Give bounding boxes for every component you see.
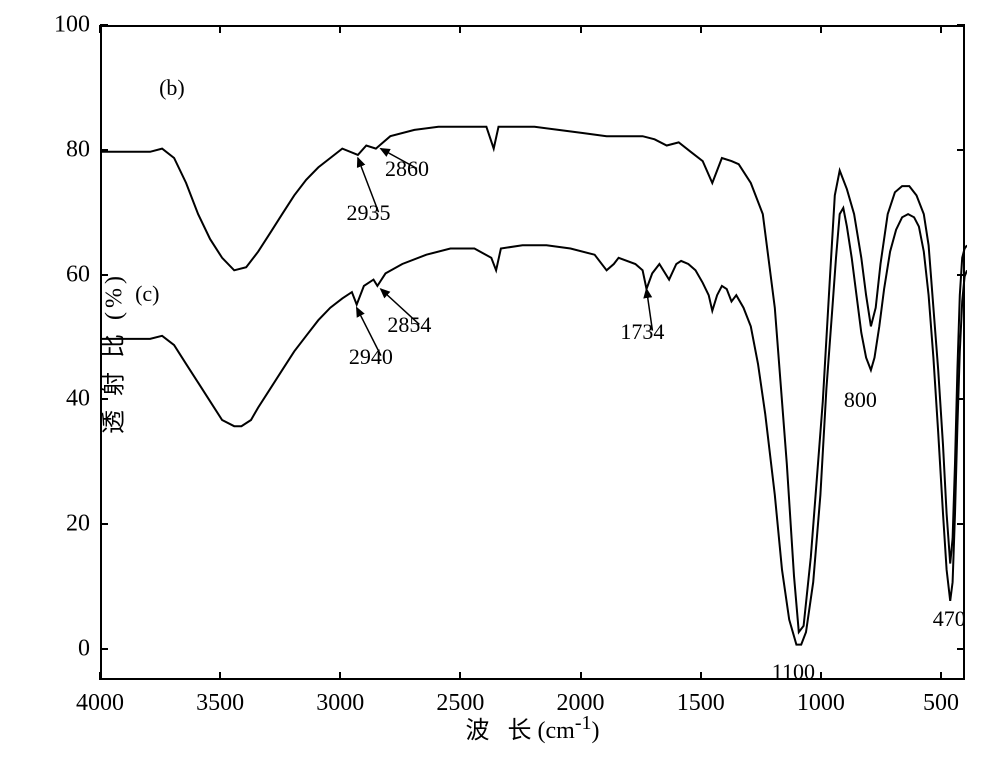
x-tick	[339, 672, 341, 680]
y-tick-right	[957, 398, 965, 400]
x-tick-top	[700, 25, 702, 33]
x-tick-top	[580, 25, 582, 33]
x-tick-top	[99, 25, 101, 33]
y-tick	[100, 398, 108, 400]
y-tick	[100, 648, 108, 650]
x-tick-top	[940, 25, 942, 33]
x-tick-label: 1500	[677, 690, 725, 717]
peak-annotation: 470	[933, 606, 966, 632]
x-tick	[820, 672, 822, 680]
y-tick-right	[957, 274, 965, 276]
y-tick	[100, 149, 108, 151]
y-tick-label: 60	[66, 261, 90, 288]
peak-annotation: 2940	[349, 344, 393, 370]
peak-annotation: 2860	[385, 156, 429, 182]
x-tick	[459, 672, 461, 680]
peak-annotation: 800	[844, 387, 877, 413]
x-tick	[580, 672, 582, 680]
x-tick	[700, 672, 702, 680]
y-tick-label: 20	[66, 511, 90, 538]
peak-annotation: 1100	[772, 659, 815, 685]
x-tick	[940, 672, 942, 680]
x-tick-label: 4000	[76, 690, 124, 717]
x-tick-label: 2000	[557, 690, 605, 717]
spectra-curves	[102, 27, 967, 682]
x-tick	[99, 672, 101, 680]
x-tick-top	[459, 25, 461, 33]
x-tick	[219, 672, 221, 680]
y-tick	[100, 523, 108, 525]
y-tick-right	[957, 149, 965, 151]
peak-annotation: 2935	[347, 200, 391, 226]
y-tick-right	[957, 24, 965, 26]
x-tick-label: 1000	[797, 690, 845, 717]
peak-annotation: 1734	[620, 319, 664, 345]
x-tick-label: 3000	[316, 690, 364, 717]
y-tick-label: 0	[78, 635, 90, 662]
peak-annotation: (b)	[159, 75, 185, 101]
x-tick-top	[820, 25, 822, 33]
x-tick-label: 3500	[196, 690, 244, 717]
y-tick-label: 80	[66, 136, 90, 163]
x-tick-label: 2500	[436, 690, 484, 717]
y-tick-label: 40	[66, 386, 90, 413]
x-tick-top	[339, 25, 341, 33]
plot-area	[100, 25, 965, 680]
x-tick-top	[219, 25, 221, 33]
x-tick-label: 500	[923, 690, 959, 717]
y-tick	[100, 274, 108, 276]
peak-annotation: 2854	[387, 312, 431, 338]
y-tick-right	[957, 648, 965, 650]
ftir-chart: 透 射 比 (%) 波 长(cm-1) 02040608010040003500…	[100, 25, 965, 680]
y-tick-right	[957, 523, 965, 525]
peak-annotation: (c)	[135, 281, 159, 307]
y-axis-label: 透 射 比 (%)	[93, 272, 128, 434]
y-tick-label: 100	[54, 12, 90, 39]
y-tick	[100, 24, 108, 26]
